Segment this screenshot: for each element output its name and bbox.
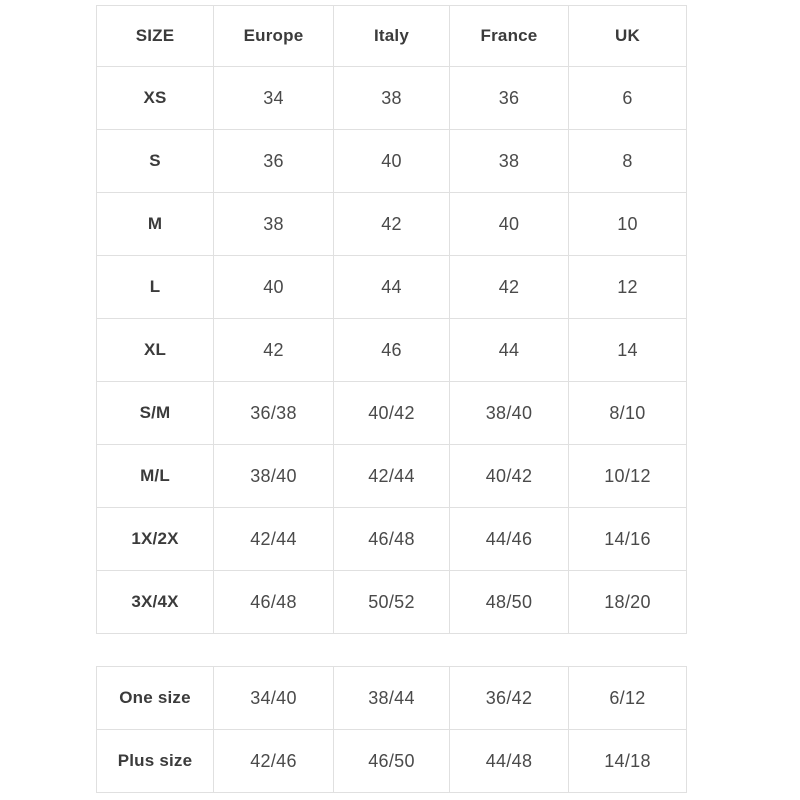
table-row: S/M 36/38 40/42 38/40 8/10 — [96, 381, 687, 445]
size-value-cell: 42/44 — [333, 444, 450, 508]
size-value-cell: 12 — [568, 255, 687, 319]
size-value-cell: 42 — [213, 318, 334, 382]
size-value-cell: 8 — [568, 129, 687, 193]
size-value-cell: 38 — [333, 66, 450, 130]
size-value-cell: 10/12 — [568, 444, 687, 508]
size-value-cell: 44/48 — [449, 729, 569, 793]
table-row: XS 34 38 36 6 — [96, 66, 687, 130]
size-value-cell: 38/44 — [333, 666, 450, 730]
size-label-cell: L — [96, 255, 214, 319]
size-label-cell: 3X/4X — [96, 570, 214, 634]
size-value-cell: 6 — [568, 66, 687, 130]
size-label-cell: M — [96, 192, 214, 256]
size-value-cell: 10 — [568, 192, 687, 256]
size-value-cell: 40 — [333, 129, 450, 193]
table-row: L 40 44 42 12 — [96, 255, 687, 319]
size-value-cell: 38/40 — [213, 444, 334, 508]
size-value-cell: 14/16 — [568, 507, 687, 571]
size-label-cell: M/L — [96, 444, 214, 508]
size-value-cell: 36 — [213, 129, 334, 193]
size-value-cell: 38/40 — [449, 381, 569, 445]
size-value-cell: 18/20 — [568, 570, 687, 634]
size-value-cell: 42/46 — [213, 729, 334, 793]
size-value-cell: 40 — [449, 192, 569, 256]
size-value-cell: 46/50 — [333, 729, 450, 793]
size-value-cell: 14/18 — [568, 729, 687, 793]
size-label-cell: XL — [96, 318, 214, 382]
header-cell-italy: Italy — [333, 5, 450, 67]
size-value-cell: 8/10 — [568, 381, 687, 445]
size-value-cell: 50/52 — [333, 570, 450, 634]
size-label-cell: S — [96, 129, 214, 193]
table-row: S 36 40 38 8 — [96, 129, 687, 193]
size-value-cell: 36/38 — [213, 381, 334, 445]
size-value-cell: 34 — [213, 66, 334, 130]
size-value-cell: 44 — [449, 318, 569, 382]
header-cell-france: France — [449, 5, 569, 67]
size-value-cell: 46/48 — [333, 507, 450, 571]
size-conversion-table: SIZE Europe Italy France UK XS 34 38 36 6 S 36 40 38… — [96, 5, 687, 634]
table-row: 1X/2X 42/44 46/48 44/46 14/16 — [96, 507, 687, 571]
table-row: XL 42 46 44 14 — [96, 318, 687, 382]
size-value-cell: 44 — [333, 255, 450, 319]
table-row: Plus size 42/46 46/50 44/48 14/18 — [96, 729, 687, 793]
table-row: M 38 42 40 10 — [96, 192, 687, 256]
size-value-cell: 40 — [213, 255, 334, 319]
header-row: SIZE Europe Italy France UK — [96, 5, 687, 67]
size-value-cell: 14 — [568, 318, 687, 382]
size-label-cell: XS — [96, 66, 214, 130]
size-label-cell: One size — [96, 666, 214, 730]
size-label-cell: Plus size — [96, 729, 214, 793]
size-value-cell: 42 — [449, 255, 569, 319]
table-row: One size 34/40 38/44 36/42 6/12 — [96, 666, 687, 730]
table-row: M/L 38/40 42/44 40/42 10/12 — [96, 444, 687, 508]
size-value-cell: 44/46 — [449, 507, 569, 571]
size-value-cell: 6/12 — [568, 666, 687, 730]
size-label-cell: 1X/2X — [96, 507, 214, 571]
header-cell-uk: UK — [568, 5, 687, 67]
size-label-cell: S/M — [96, 381, 214, 445]
size-value-cell: 38 — [213, 192, 334, 256]
size-value-cell: 46/48 — [213, 570, 334, 634]
size-value-cell: 48/50 — [449, 570, 569, 634]
size-value-cell: 40/42 — [449, 444, 569, 508]
header-cell-europe: Europe — [213, 5, 334, 67]
size-value-cell: 46 — [333, 318, 450, 382]
size-value-cell: 38 — [449, 129, 569, 193]
special-sizes-table: One size 34/40 38/44 36/42 6/12 Plus size 42/4… — [96, 666, 687, 793]
size-value-cell: 34/40 — [213, 666, 334, 730]
size-value-cell: 42/44 — [213, 507, 334, 571]
size-value-cell: 36/42 — [449, 666, 569, 730]
size-value-cell: 42 — [333, 192, 450, 256]
size-value-cell: 40/42 — [333, 381, 450, 445]
size-value-cell: 36 — [449, 66, 569, 130]
table-row: 3X/4X 46/48 50/52 48/50 18/20 — [96, 570, 687, 634]
header-cell-size: SIZE — [96, 5, 214, 67]
